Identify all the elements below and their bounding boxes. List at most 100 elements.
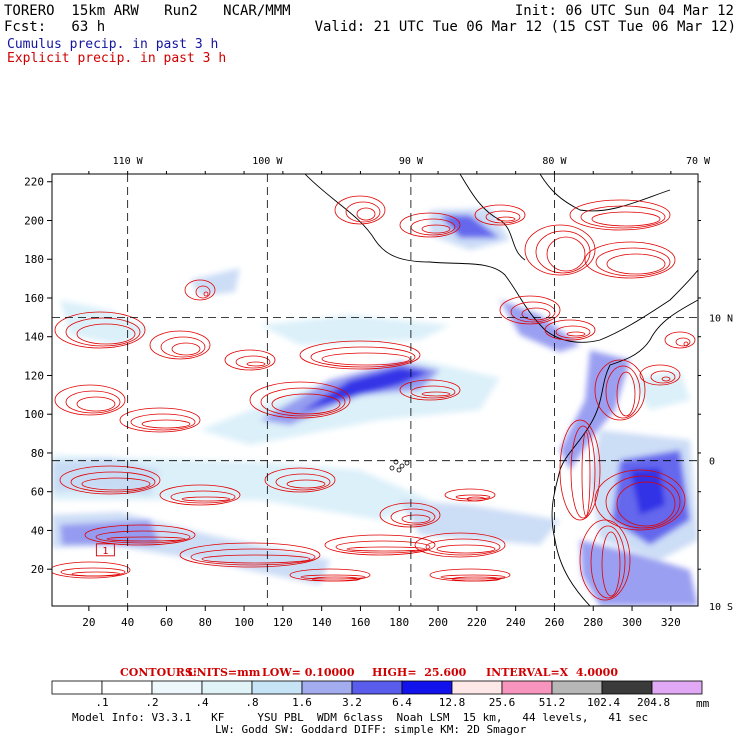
contour-line: [421, 224, 451, 234]
island: [393, 459, 399, 465]
contour-line: [544, 319, 596, 341]
colorbar-bin: [101, 680, 153, 695]
contour-line: [639, 364, 681, 386]
forecast-hour: Fcst: 63 h: [4, 19, 106, 35]
cumulus-area: [200, 360, 500, 445]
x-tick-label: 300: [622, 616, 642, 629]
x-tick-label: 320: [661, 616, 681, 629]
contour-line: [485, 210, 521, 224]
contours-low: LOW= 0.10000: [262, 666, 355, 679]
contour-line: [224, 349, 276, 371]
contour-line: [555, 325, 591, 339]
contour-line: [52, 561, 131, 579]
marker-box: [95, 543, 115, 557]
contour-line: [546, 236, 586, 272]
contour-line: [581, 431, 591, 517]
island: [404, 460, 410, 466]
contour-line: [346, 546, 426, 552]
colorbar-label: 102.4: [587, 696, 621, 709]
contour-line: [310, 346, 416, 368]
x-tick-label: 240: [506, 616, 526, 629]
contour-line: [106, 536, 186, 542]
cumulus-area: [560, 350, 630, 470]
colorbar: [51, 680, 703, 695]
x-tick-label: 280: [583, 616, 603, 629]
contour-line: [590, 525, 626, 599]
y-tick-label: 200: [24, 214, 44, 227]
model-info: Model Info: V3.3.1 KF YSU PBL WDM 6class…: [72, 711, 649, 724]
contour-line: [521, 307, 551, 321]
contour-line: [59, 465, 161, 495]
contours-high: HIGH= 25.600: [372, 666, 467, 679]
contour-line: [566, 331, 586, 337]
contour-line: [570, 425, 596, 519]
contour-line: [356, 207, 376, 221]
contour-line: [580, 205, 666, 229]
cumulus-shading: [52, 208, 698, 606]
contour-line: [683, 341, 689, 347]
contour-line: [569, 199, 671, 231]
cumulus-area: [630, 370, 690, 410]
x-tick-label: 140: [312, 616, 332, 629]
contour-line: [591, 211, 661, 227]
contour-line: [661, 376, 671, 382]
y-tick-label: 20: [31, 563, 44, 576]
contour-line: [71, 571, 121, 577]
contour-line: [605, 365, 641, 419]
contour-line: [246, 361, 266, 367]
marker-label: 1: [102, 546, 108, 557]
contour-line: [271, 393, 341, 415]
x-tick-label: 120: [273, 616, 293, 629]
contour-line: [345, 201, 381, 223]
island: [399, 463, 405, 469]
contour-line: [190, 548, 316, 566]
contour-line: [300, 574, 366, 580]
cumulus-area: [300, 367, 430, 412]
contour-line: [84, 524, 196, 546]
contour-line: [455, 494, 491, 500]
lon-label: 100 W: [252, 156, 283, 167]
coastlines: [304, 174, 698, 606]
galapagos-islands: [389, 459, 410, 473]
contour-line: [141, 419, 191, 429]
colorbar-label: .1: [95, 696, 109, 709]
contour-line: [594, 469, 686, 531]
contour-line: [379, 502, 441, 528]
y-tick-label: 120: [24, 369, 44, 382]
contour-line: [65, 317, 141, 347]
contour-line: [81, 477, 151, 491]
contour-line: [664, 331, 696, 349]
y-tick-label: 100: [24, 408, 44, 421]
contour-line: [605, 475, 681, 529]
x-tick-label: 200: [428, 616, 448, 629]
colorbar-bin: [451, 680, 503, 695]
contour-line: [195, 285, 211, 299]
contour-line: [675, 337, 691, 347]
contour-line: [650, 370, 676, 384]
contour-line: [616, 371, 636, 417]
island: [389, 465, 395, 471]
contour-line: [286, 479, 326, 489]
contour-line: [496, 216, 516, 222]
y-tick-label: 140: [24, 331, 44, 344]
contour-line: [451, 576, 501, 582]
colorbar-bin: [551, 680, 603, 695]
contour-line: [311, 576, 361, 582]
x-tick-label: 40: [121, 616, 134, 629]
explicit-label: Explicit precip. in past 3 h: [7, 51, 227, 66]
contour-line: [334, 195, 386, 225]
contour-line: [440, 574, 506, 580]
colorbar-label: 6.4: [392, 696, 412, 709]
contour-line: [70, 471, 156, 493]
colorbar-bin: [201, 680, 253, 695]
y-tick-label: 80: [31, 447, 44, 460]
contour-line: [170, 490, 236, 504]
y-tick-label: 160: [24, 292, 44, 305]
contour-line: [65, 390, 121, 414]
contour-line: [601, 531, 621, 597]
contour-line: [616, 481, 676, 527]
contour-line: [579, 519, 631, 601]
colorbar-label: 204.8: [637, 696, 671, 709]
contour-line: [510, 301, 556, 323]
